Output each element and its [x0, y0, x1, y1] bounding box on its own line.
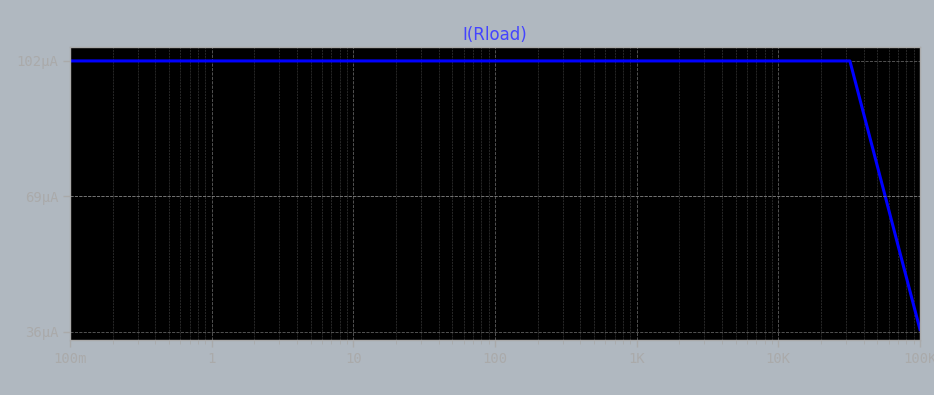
Title: I(Rload): I(Rload)	[462, 26, 528, 45]
